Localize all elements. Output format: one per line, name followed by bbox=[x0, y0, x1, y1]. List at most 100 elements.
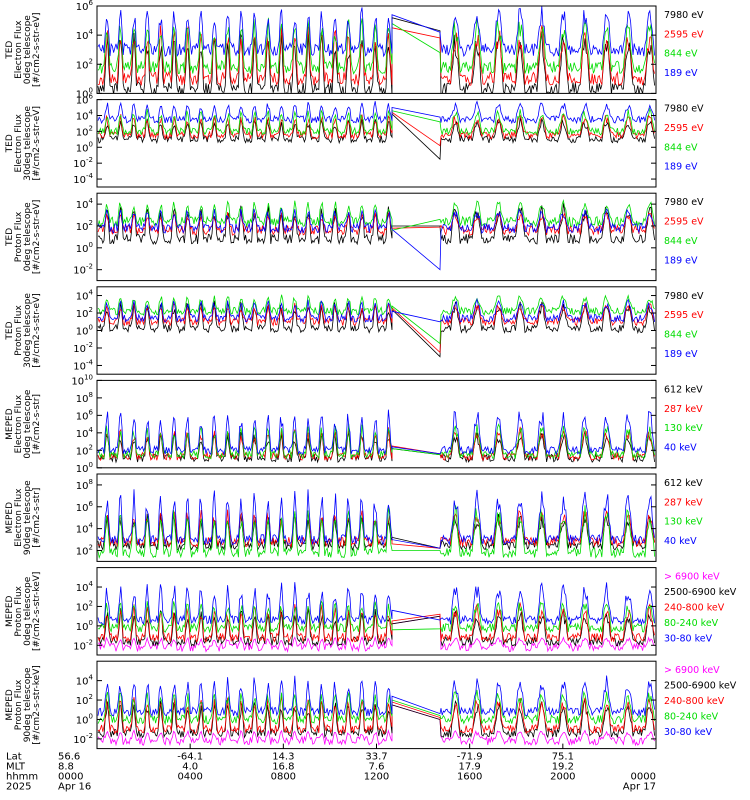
panel-8: 10-2 100 102 104 MEPEDProton Flux90deg teles… bbox=[5, 660, 737, 750]
legend-entry: 287 keV bbox=[664, 497, 703, 508]
series-line-8-4 bbox=[97, 689, 655, 726]
legend-entry: 844 eV bbox=[664, 142, 698, 153]
panel-frame bbox=[96, 473, 657, 562]
y-tick-label: 10-4 bbox=[73, 172, 93, 186]
legend-entry: 844 eV bbox=[664, 49, 698, 60]
y-tick-label: 10-2 bbox=[73, 638, 93, 652]
x-tick-label: 33.7 bbox=[365, 752, 387, 763]
legend-entry: 2595 eV bbox=[664, 310, 704, 321]
legend-entry: 189 eV bbox=[664, 162, 698, 173]
y-tick-label: 100 bbox=[76, 461, 93, 475]
legend-entry: 612 keV bbox=[664, 478, 703, 489]
panel-1-data bbox=[97, 6, 655, 94]
y-tick-label: 10-4 bbox=[73, 358, 93, 372]
panel-4-data bbox=[97, 294, 655, 358]
y-tick-label: 100 bbox=[76, 241, 93, 255]
series-line-8-3 bbox=[97, 696, 655, 735]
series-line-5-2 bbox=[97, 426, 655, 462]
y-tick-label: 104 bbox=[76, 522, 94, 536]
x-tick-label: 1600 bbox=[457, 772, 482, 783]
x-tick-label: 4.0 bbox=[182, 762, 198, 773]
x-tick-label: 2000 bbox=[550, 772, 575, 783]
panel-frame bbox=[96, 99, 657, 188]
series-line-4-3 bbox=[97, 294, 655, 345]
y-tick-label: 106 bbox=[76, 500, 94, 514]
y-tick-label: 100 bbox=[76, 324, 93, 338]
legend-entry: 7980 eV bbox=[664, 197, 704, 208]
panel-5: 100 102 104 106 108 1010 MEPEDElectron Flux0de… bbox=[5, 373, 703, 474]
y-tick-label: 104 bbox=[76, 289, 94, 303]
y-tick-label: 104 bbox=[76, 197, 94, 211]
series-line-3-4 bbox=[97, 208, 655, 271]
series-line-7-4 bbox=[97, 599, 655, 634]
x-tick-label: 14.3 bbox=[272, 752, 294, 763]
series-line-5-4 bbox=[97, 409, 655, 456]
legend-entry: 40 keV bbox=[664, 442, 697, 453]
legend-entry: 80-240 keV bbox=[664, 712, 719, 723]
legend-entry: 130 keV bbox=[664, 423, 703, 434]
x-tick-label: Apr 16 bbox=[58, 782, 91, 793]
series-line-8-5 bbox=[97, 675, 655, 718]
y-tick-label: 102 bbox=[76, 124, 93, 138]
y-tick-label: 100 bbox=[76, 619, 93, 633]
y-tick-label: 108 bbox=[76, 391, 93, 405]
y-tick-label: 104 bbox=[76, 426, 94, 440]
panel-frame bbox=[96, 5, 657, 94]
y-tick-label: 1010 bbox=[71, 373, 93, 387]
y-tick-label: 102 bbox=[76, 57, 93, 71]
legend-entry: 80-240 keV bbox=[664, 618, 719, 629]
x-row-label: hhmm bbox=[6, 772, 38, 783]
legend-entry: 240-800 keV bbox=[664, 603, 725, 614]
legend-entry: 189 eV bbox=[664, 255, 698, 266]
legend-entry: 2500-6900 keV bbox=[664, 681, 737, 692]
y-tick-label: 10-2 bbox=[73, 732, 93, 746]
panel-frame bbox=[96, 192, 657, 282]
legend-entry: 40 keV bbox=[664, 536, 697, 547]
series-line-7-1 bbox=[97, 615, 655, 653]
x-tick-label: 0800 bbox=[271, 772, 296, 783]
x-tick-label: 0400 bbox=[177, 772, 202, 783]
y-tick-label: 104 bbox=[76, 28, 94, 42]
y-tick-label: 102 bbox=[76, 306, 93, 320]
series-line-6-4 bbox=[97, 489, 655, 549]
x-tick-label: 0000 bbox=[58, 772, 83, 783]
legend-entry: 130 keV bbox=[664, 517, 703, 528]
x-tick-label: 56.6 bbox=[58, 752, 80, 763]
y-tick-label: 100 bbox=[76, 140, 93, 154]
legend-entry: > 6900 keV bbox=[664, 665, 720, 676]
y-axis-label: TEDElectron Flux30deg telescope[#/cm2-s-… bbox=[5, 105, 42, 180]
y-tick-label: 102 bbox=[76, 693, 93, 707]
series-line-6-3 bbox=[97, 505, 655, 559]
series-line-8-1 bbox=[97, 704, 655, 747]
panel-frame bbox=[96, 379, 657, 469]
x-tick-label: 75.1 bbox=[552, 752, 574, 763]
x-tick-label: 1200 bbox=[364, 772, 389, 783]
y-tick-label: 10-2 bbox=[73, 263, 93, 277]
legend-entry: 2595 eV bbox=[664, 29, 704, 40]
y-tick-label: 106 bbox=[76, 0, 94, 13]
y-axis-label: MEPEDProton Flux90deg telescope[#/cm2-s-… bbox=[5, 665, 42, 744]
panel-3-data bbox=[97, 199, 655, 271]
x-tick-label: -71.9 bbox=[457, 752, 483, 763]
legend-entry: 2595 eV bbox=[664, 217, 704, 228]
series-line-4-4 bbox=[97, 297, 655, 324]
series-line-5-3 bbox=[97, 423, 655, 460]
x-tick-label: 7.6 bbox=[369, 762, 385, 773]
y-tick-label: 108 bbox=[76, 478, 93, 492]
panel-6: 102 104 106 108 MEPEDElectron Flux90deg tele… bbox=[5, 473, 703, 562]
legend-entry: 189 eV bbox=[664, 349, 698, 360]
legend-entry: 7980 eV bbox=[664, 291, 704, 302]
panel-frame bbox=[96, 660, 657, 750]
y-tick-label: 104 bbox=[76, 674, 94, 688]
legend-entry: 7980 eV bbox=[664, 10, 704, 21]
y-axis-label: TEDProton Flux30deg telescope[#/cm2-s-st… bbox=[5, 293, 42, 368]
panel-frame bbox=[96, 286, 657, 375]
x-tick-label: 16.8 bbox=[272, 762, 294, 773]
x-tick-label: 19.2 bbox=[552, 762, 574, 773]
y-axis-label: TEDProton Flux0deg telescope[#/cm2-s-str… bbox=[5, 200, 42, 275]
series-line-2-4 bbox=[97, 100, 655, 125]
series-line-7-5 bbox=[97, 582, 655, 626]
series-line-8-2 bbox=[97, 699, 655, 739]
